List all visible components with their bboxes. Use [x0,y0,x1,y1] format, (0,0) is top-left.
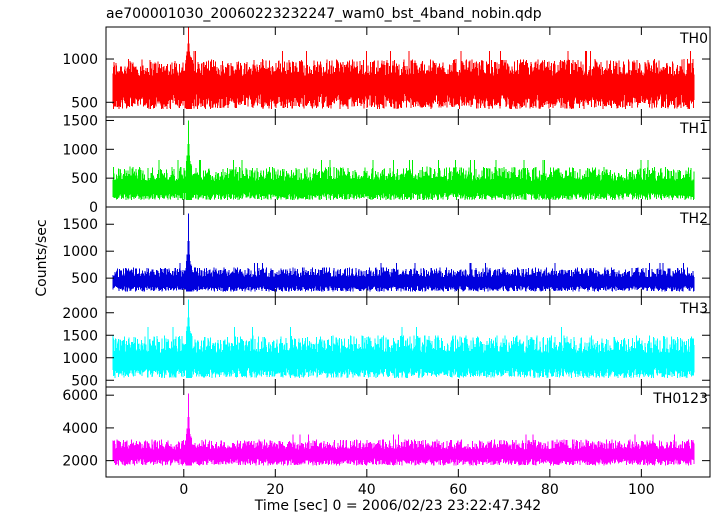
chart-title: ae700001030_20060223232247_wam0_bst_4ban… [106,6,542,22]
x-axis-label: Time [sec] 0 = 2006/02/23 23:22:47.342 [254,498,541,514]
y-tick-label: 1500 [62,328,98,344]
x-tick-label: 40 [358,482,376,498]
x-tick-label: 0 [179,482,188,498]
y-tick-label: 1000 [62,244,98,260]
panel-label: TH0 [679,31,708,47]
y-tick-label: 500 [71,171,98,187]
panel-th2: 500 1000 1500 TH2 [62,206,711,298]
y-tick-label: 0 [89,200,98,216]
panel-th0123: 2000 4000 6000 TH0123 [62,386,711,478]
y-tick-label: 500 [71,373,98,389]
y-tick-label: 6000 [62,388,98,404]
x-tick-label: 80 [541,482,559,498]
x-tick-label: 20 [266,482,284,498]
y-tick-label: 2000 [62,306,98,322]
y-tick-label: 2000 [62,454,98,470]
panel-th3: 500 1000 1500 2000 TH3 [62,296,711,389]
series-line-th1 [112,120,695,201]
panel-label: TH3 [679,301,708,317]
y-tick-label: 1000 [62,52,98,68]
y-tick-label: 1000 [62,142,98,158]
panel-th0: 500 1000 TH0 [62,26,711,118]
x-tick-label: 100 [628,482,655,498]
panel-label: TH0123 [652,391,708,407]
y-tick-label: 500 [71,95,98,111]
series-line-th3 [112,299,695,378]
panel-frame [105,386,711,478]
x-tick-label: 60 [449,482,467,498]
y-tick-label: 1500 [62,113,98,129]
panel-label: TH1 [679,121,708,137]
y-tick-label: 500 [71,271,98,287]
series-line-th2 [112,213,695,292]
y-axis-label: Counts/sec [34,219,50,296]
series-line-th0 [112,27,695,110]
y-tick-label: 1500 [62,217,98,233]
series-line-th0123 [112,393,695,466]
panel-th1: 0 500 1000 1500 TH1 [62,113,711,216]
panel-label: TH2 [679,211,708,227]
y-tick-label: 4000 [62,421,98,437]
y-tick-label: 1000 [62,351,98,367]
